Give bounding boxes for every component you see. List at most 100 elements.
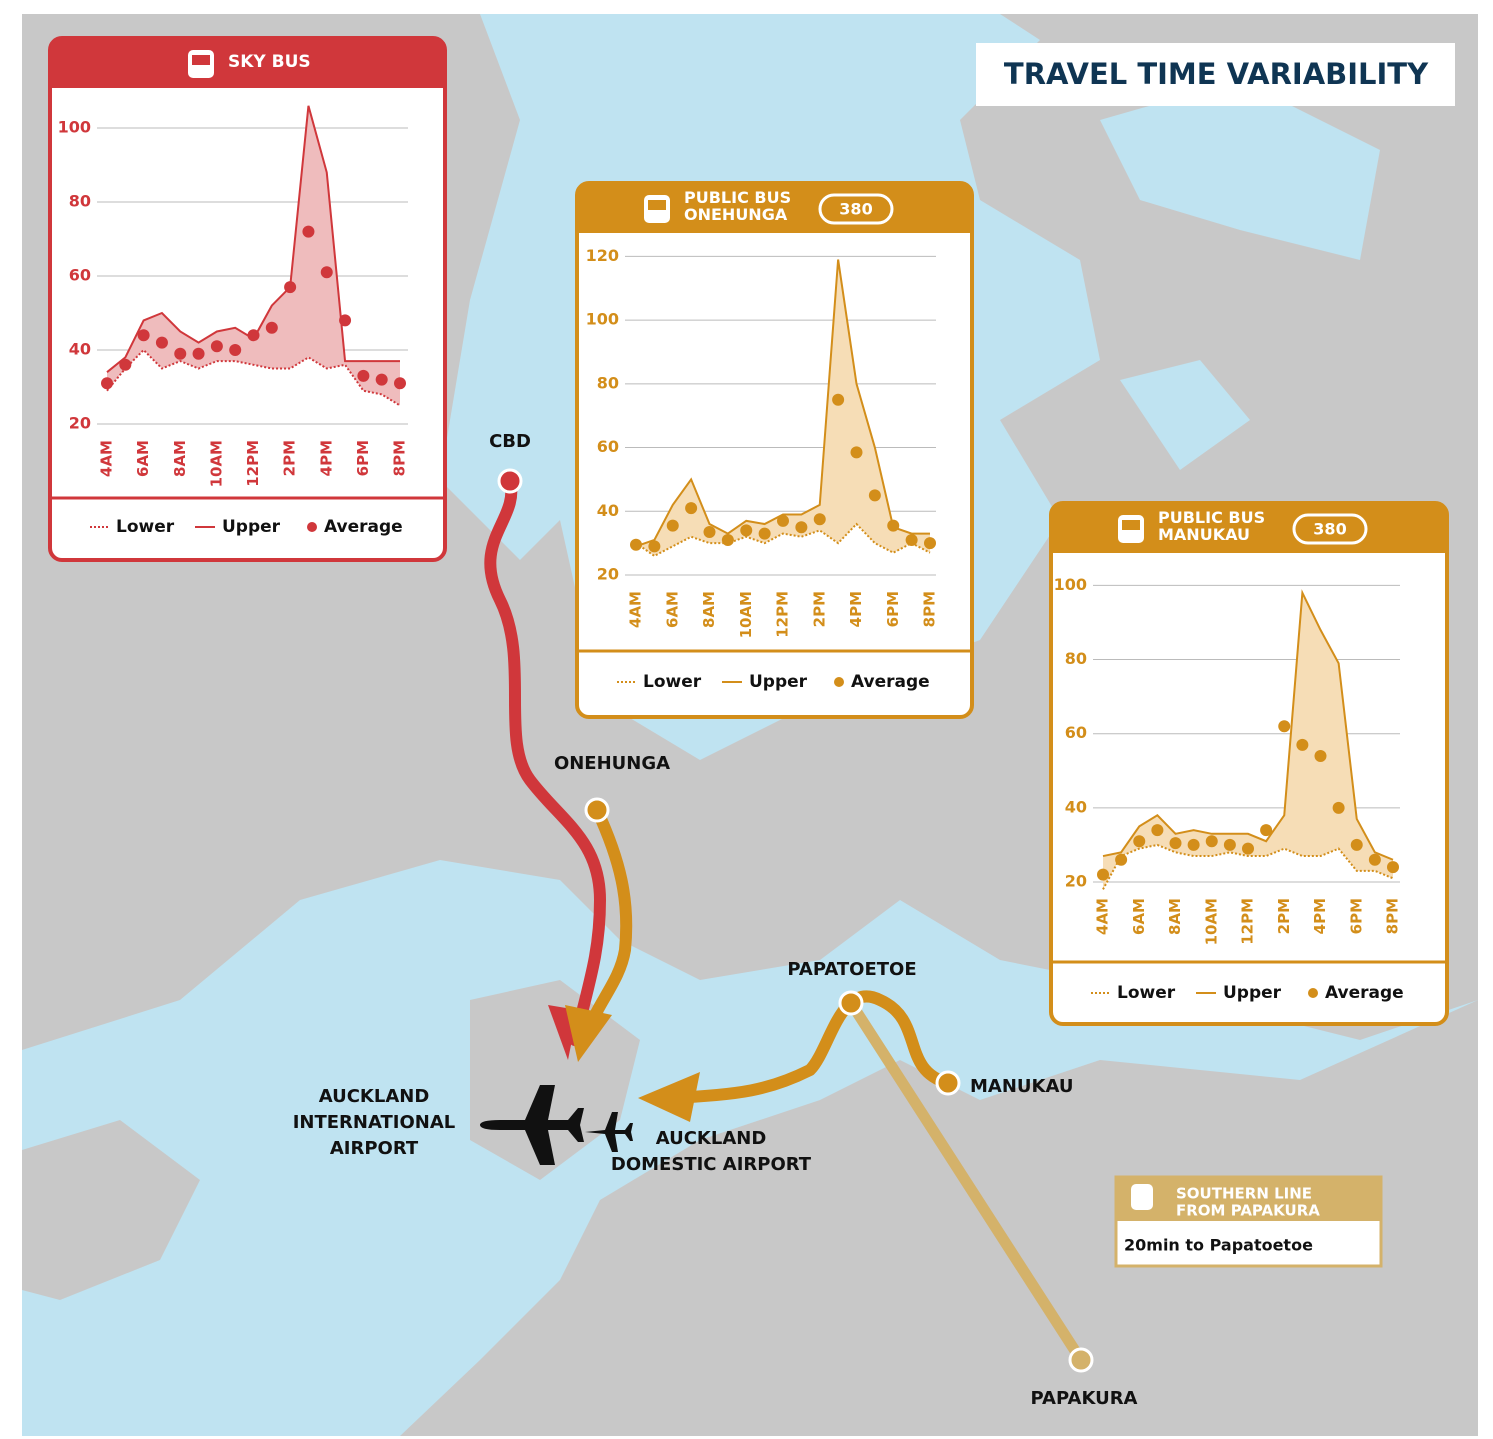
y-tick-label: 20 [1065,872,1087,891]
average-dot [137,329,150,342]
average-dot [868,489,881,502]
plane-icon [585,1112,633,1152]
average-dot [320,266,333,279]
y-tick-label: 20 [69,414,91,433]
x-tick-label: 4PM [317,440,335,476]
average-dot [850,446,863,459]
average-dot [795,521,808,534]
train-icon [1131,1184,1153,1210]
x-tick-label: 12PM [244,440,262,487]
average-dot [101,377,113,390]
y-tick-label: 80 [69,192,91,211]
lower-line [635,522,931,558]
average-dot [1097,868,1109,881]
x-tick-label: 4AM [1094,898,1112,935]
legend-label: Average [324,517,403,537]
average-dot [1368,853,1381,866]
bus-icon-window [1122,520,1140,530]
airport-label: AUCKLAND [319,1086,430,1107]
page-title: TRAVEL TIME VARIABILITY [1004,57,1429,91]
stop-label: CBD [489,431,531,452]
chart-panel: SKY BUS 20 40 60 80 100 4AM 6AM 8AM 10AM 12PM 2PM 4P… [48,36,447,562]
upper-line [635,259,930,548]
train-box-title: FROM PAPAKURA [1176,1202,1320,1220]
x-tick-label: 4AM [627,591,645,628]
average-dot [721,533,734,546]
y-tick-label: 100 [586,310,619,329]
water [1100,80,1380,260]
average-dot [1169,837,1182,850]
bus-icon-window [648,200,666,210]
legend-label: Average [851,672,930,692]
average-dot [813,513,826,526]
x-tick-label: 8AM [171,440,189,477]
y-tick-label: 120 [586,246,619,265]
legend-label: Upper [1223,983,1282,1003]
average-dot [887,519,900,532]
y-tick-label: 40 [1065,797,1087,816]
legend-label: Average [1325,983,1404,1003]
map-labels: CBD ONEHUNGA PAPATOETOE MANUKAU PAPAKURA… [293,431,1383,1409]
routes [484,468,1094,1373]
average-dot [302,225,315,238]
average-dot [375,373,388,386]
train-route [845,997,1087,1366]
stop-label: MANUKAU [970,1076,1073,1097]
x-tick-label: 10AM [1202,898,1220,945]
average-dot [685,502,698,515]
x-tick-label: 10AM [207,440,225,487]
legend-label: Lower [643,672,702,692]
onehunga-route [582,804,633,1036]
stop [1068,1347,1094,1373]
x-tick-label: 2PM [810,591,828,627]
y-tick-label: 60 [597,437,619,456]
x-tick-label: 8PM [1384,898,1402,934]
skybus-route [484,475,607,1046]
x-tick-label: 6AM [1130,898,1148,935]
x-tick-label: 6PM [354,440,372,476]
train-box-title: SOUTHERN LINE [1176,1185,1312,1203]
average-dot [1242,842,1254,855]
average-dot [1296,738,1309,751]
average-dot [924,537,936,550]
average-dot [1332,801,1345,814]
y-tick-label: 100 [1054,575,1087,594]
average-dot [210,340,223,353]
lower-line [1102,843,1394,890]
chart-title: MANUKAU [1158,525,1250,544]
average-dot [1278,720,1291,733]
average-dot [666,519,679,532]
airport-label: INTERNATIONAL [293,1112,456,1133]
average-dot [1205,835,1218,848]
panel-frame [1049,501,1449,1026]
average-dot [703,525,716,538]
x-tick-label: 6PM [1347,898,1365,934]
stop-label: PAPAKURA [1031,1388,1138,1409]
bus-icon-window [192,55,210,65]
x-tick-label: 8AM [1166,898,1184,935]
x-tick-label: 8PM [921,591,939,627]
average-dot [1151,824,1164,837]
range-band-area [636,259,930,556]
x-tick-label: 12PM [1239,898,1257,945]
train-box-text: 20min to Papatoetoe [1124,1236,1313,1255]
chart-title: PUBLIC BUS [684,188,791,207]
y-tick-label: 40 [597,501,619,520]
legend-swatch [834,677,844,687]
water [1120,360,1250,470]
y-tick-label: 60 [1065,723,1087,742]
average-dot [1387,861,1399,874]
average-dot [1223,838,1236,851]
lower-line [106,348,401,407]
route-badge [818,193,894,225]
x-tick-label: 4AM [98,440,116,477]
average-dot [339,314,352,327]
airport-label: AIRPORT [330,1138,419,1159]
route-number: 380 [1313,520,1346,539]
average-dot [1115,853,1128,866]
chart-title: PUBLIC BUS [1158,508,1265,527]
x-tick-label: 2PM [281,440,299,476]
average-dot [1133,835,1146,848]
